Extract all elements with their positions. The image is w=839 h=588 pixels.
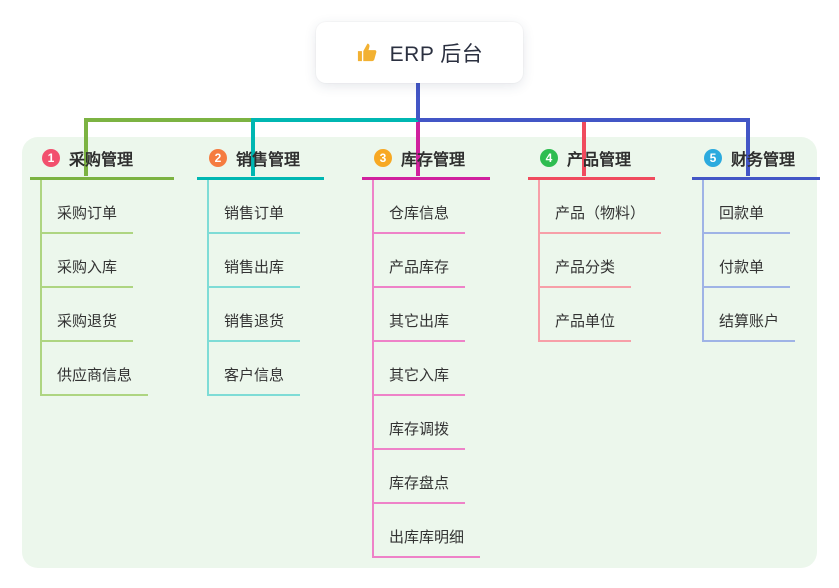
child-node[interactable]: 产品库存 xyxy=(372,234,466,288)
root-node-erp[interactable]: ERP 后台 xyxy=(316,22,523,83)
branch-spine-line xyxy=(40,180,42,396)
child-node-label: 结算账户 xyxy=(719,313,780,330)
branch-title-label: 销售管理 xyxy=(236,152,301,169)
child-node[interactable]: 付款单 xyxy=(702,234,790,288)
child-node-label: 销售退货 xyxy=(224,313,285,330)
child-node[interactable]: 结算账户 xyxy=(702,288,796,342)
root-node-label: ERP 后台 xyxy=(389,42,484,66)
branch-column-1: 1 采购管理采购订单采购入库采购退货供应商信息 xyxy=(30,146,174,396)
branch-children: 产品（物料） 产品分类产品单位 xyxy=(528,180,662,342)
child-node[interactable]: 采购订单 xyxy=(40,180,134,234)
child-node[interactable]: 供应商信息 xyxy=(40,342,149,396)
child-node[interactable]: 客户信息 xyxy=(207,342,301,396)
child-node-label: 采购退货 xyxy=(57,313,118,330)
child-node[interactable]: 库存盘点 xyxy=(372,450,466,504)
child-node-label: 客户信息 xyxy=(224,367,285,384)
child-node[interactable]: 销售出库 xyxy=(207,234,301,288)
child-node-label: 产品（物料） xyxy=(555,205,646,222)
branch-number-badge: 3 xyxy=(374,149,392,167)
child-node-label: 其它入库 xyxy=(389,367,450,384)
child-node[interactable]: 仓库信息 xyxy=(372,180,466,234)
child-node-label: 库存调拨 xyxy=(389,421,450,438)
branch-spine-line xyxy=(207,180,209,396)
child-node-label: 供应商信息 xyxy=(57,367,133,384)
child-node[interactable]: 库存调拨 xyxy=(372,396,466,450)
child-node-label: 销售订单 xyxy=(224,205,285,222)
branch-children: 回款单付款单结算账户 xyxy=(692,180,820,342)
child-node[interactable]: 回款单 xyxy=(702,180,790,234)
child-node[interactable]: 产品分类 xyxy=(538,234,632,288)
mindmap-canvas xyxy=(22,137,817,568)
child-node[interactable]: 其它入库 xyxy=(372,342,466,396)
branch-spine-line xyxy=(372,180,374,558)
branch-number-badge: 4 xyxy=(540,149,558,167)
branch-number-badge: 1 xyxy=(42,149,60,167)
child-node[interactable]: 产品（物料） xyxy=(538,180,662,234)
branch-column-5: 5 财务管理回款单付款单结算账户 xyxy=(692,146,820,342)
child-node[interactable]: 出库库明细 xyxy=(372,504,481,558)
branch-title-label: 库存管理 xyxy=(401,152,466,169)
branch-node-1[interactable]: 1 采购管理 xyxy=(30,146,174,180)
child-node-label: 出库库明细 xyxy=(389,529,465,546)
branch-number-badge: 2 xyxy=(209,149,227,167)
child-node-label: 产品单位 xyxy=(555,313,616,330)
child-node-label: 其它出库 xyxy=(389,313,450,330)
branch-column-2: 2 销售管理销售订单销售出库销售退货客户信息 xyxy=(197,146,324,396)
child-node-label: 产品分类 xyxy=(555,259,616,276)
child-node-label: 采购入库 xyxy=(57,259,118,276)
child-node-label: 库存盘点 xyxy=(389,475,450,492)
child-node[interactable]: 采购退货 xyxy=(40,288,134,342)
child-node-label: 仓库信息 xyxy=(389,205,450,222)
branch-children: 销售订单销售出库销售退货客户信息 xyxy=(197,180,324,396)
branch-title-label: 财务管理 xyxy=(731,152,796,169)
branch-column-4: 4 产品管理产品（物料） 产品分类产品单位 xyxy=(528,146,662,342)
branch-spine-line xyxy=(538,180,540,342)
child-node[interactable]: 采购入库 xyxy=(40,234,134,288)
branch-node-3[interactable]: 3 库存管理 xyxy=(362,146,490,180)
branch-title-label: 产品管理 xyxy=(567,152,632,169)
branch-node-5[interactable]: 5 财务管理 xyxy=(692,146,820,180)
child-node[interactable]: 其它出库 xyxy=(372,288,466,342)
child-node-label: 回款单 xyxy=(719,205,765,222)
child-node-label: 产品库存 xyxy=(389,259,450,276)
branch-node-4[interactable]: 4 产品管理 xyxy=(528,146,655,180)
branch-number-badge: 5 xyxy=(704,149,722,167)
child-node[interactable]: 销售订单 xyxy=(207,180,301,234)
branch-node-2[interactable]: 2 销售管理 xyxy=(197,146,324,180)
child-node[interactable]: 产品单位 xyxy=(538,288,632,342)
child-node-label: 销售出库 xyxy=(224,259,285,276)
child-node[interactable]: 销售退货 xyxy=(207,288,301,342)
branch-column-3: 3 库存管理仓库信息产品库存其它出库其它入库库存调拨库存盘点出库库明细 xyxy=(362,146,490,558)
thumbs-up-icon xyxy=(356,41,379,64)
child-node-label: 付款单 xyxy=(719,259,765,276)
branch-spine-line xyxy=(702,180,704,342)
branch-children: 仓库信息产品库存其它出库其它入库库存调拨库存盘点出库库明细 xyxy=(362,180,490,558)
branch-title-label: 采购管理 xyxy=(69,152,134,169)
branch-children: 采购订单采购入库采购退货供应商信息 xyxy=(30,180,174,396)
child-node-label: 采购订单 xyxy=(57,205,118,222)
